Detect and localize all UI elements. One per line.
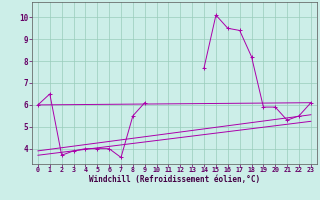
X-axis label: Windchill (Refroidissement éolien,°C): Windchill (Refroidissement éolien,°C): [89, 175, 260, 184]
